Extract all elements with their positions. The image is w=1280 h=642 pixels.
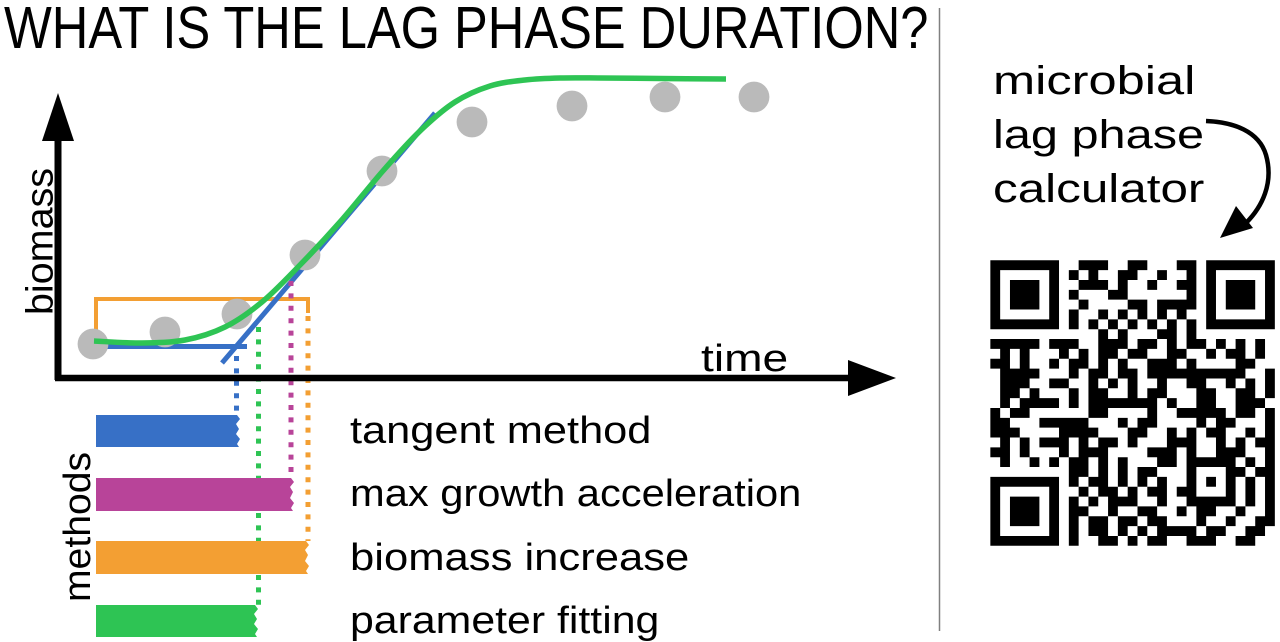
svg-text:max growth acceleration: max growth acceleration [350,473,801,515]
svg-text:calculator: calculator [993,166,1204,211]
svg-text:time: time [701,337,788,379]
svg-text:lag phase: lag phase [993,113,1204,157]
svg-text:biomass: biomass [19,168,61,315]
svg-text:tangent method: tangent method [350,409,651,452]
svg-text:biomass increase: biomass increase [350,536,689,579]
svg-text:methods: methods [57,452,99,602]
svg-text:parameter fitting: parameter fitting [350,598,659,641]
svg-text:WHAT IS THE LAG PHASE DURATION: WHAT IS THE LAG PHASE DURATION? [4,0,928,61]
svg-text:microbial: microbial [993,58,1195,103]
